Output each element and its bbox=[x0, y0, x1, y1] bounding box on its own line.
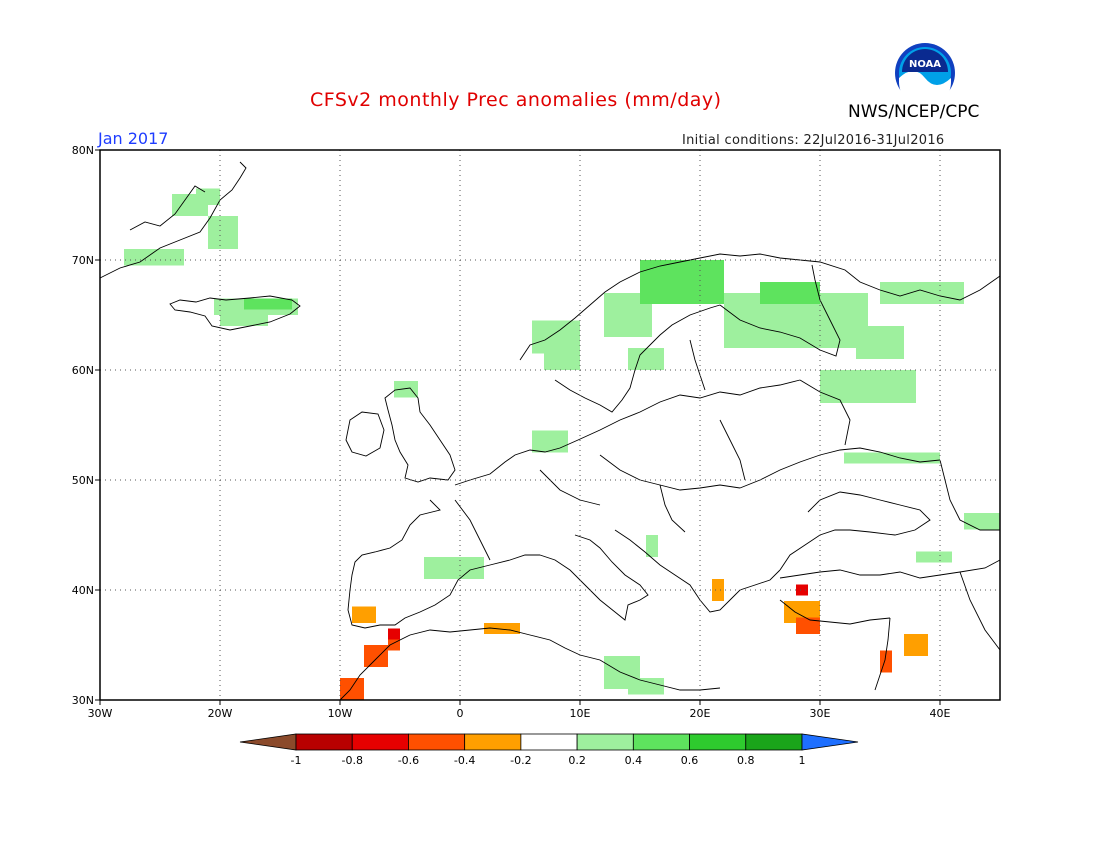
anomaly-cell bbox=[532, 430, 568, 453]
anomaly-cell bbox=[646, 535, 658, 557]
colorbar-label: 0.6 bbox=[681, 754, 699, 767]
anomaly-cell bbox=[220, 315, 268, 326]
lon-tick-label: 0 bbox=[457, 707, 464, 720]
map-frame bbox=[99, 149, 1001, 701]
colorbar-segment bbox=[295, 733, 353, 751]
lon-tick-label: 30W bbox=[88, 707, 113, 720]
colorbar-segment bbox=[520, 733, 578, 751]
anomaly-cell bbox=[700, 557, 724, 579]
anomaly-cell bbox=[628, 348, 664, 370]
lat-tick-label: 30N bbox=[72, 694, 94, 707]
anomaly-cell bbox=[376, 452, 388, 464]
anomaly-cell bbox=[640, 260, 724, 304]
anomaly-cell bbox=[712, 579, 724, 601]
anomaly-cell bbox=[844, 452, 940, 464]
coastlines bbox=[99, 161, 1001, 701]
colorbar-segment bbox=[632, 733, 690, 751]
anomaly-cell bbox=[124, 249, 184, 266]
anomaly-cell bbox=[196, 188, 220, 205]
colorbar-label: 0.4 bbox=[625, 754, 643, 767]
colorbar-segment bbox=[689, 733, 747, 751]
anomaly-cell bbox=[904, 606, 976, 629]
lon-tick-label: 20E bbox=[690, 707, 711, 720]
anomaly-cell bbox=[904, 634, 928, 656]
colorbar-label: -0.2 bbox=[510, 754, 531, 767]
lat-tick-label: 40N bbox=[72, 584, 94, 597]
lat-lon-grid bbox=[100, 150, 1000, 700]
colorbar-segment bbox=[745, 733, 803, 751]
initial-conditions: Initial conditions: 22Jul2016-31Jul2016 bbox=[682, 133, 945, 148]
anomaly-cell bbox=[820, 370, 916, 403]
anomaly-cell bbox=[700, 491, 748, 508]
lat-tick-label: 70N bbox=[72, 254, 94, 267]
colorbar-label: -0.4 bbox=[454, 754, 475, 767]
anomaly-cell bbox=[880, 282, 964, 304]
anomaly-cell bbox=[532, 320, 580, 354]
anomaly-cell bbox=[484, 623, 520, 634]
colorbar-arrow-high bbox=[801, 733, 859, 751]
colorbar-segment bbox=[464, 733, 522, 751]
anomaly-cell bbox=[460, 480, 472, 502]
colorbar: -1 -0.8 -0.6 -0.4 -0.2 0.2 0.4 0.6 0.8 1 bbox=[239, 733, 859, 767]
anomaly-cell bbox=[964, 513, 1000, 530]
axis-ticks: 30N 40N 50N 60N 70N 80N 30W 20W 10W 0 10E 20E 30E 40E bbox=[72, 144, 951, 720]
lat-tick-label: 60N bbox=[72, 364, 94, 377]
anomaly-cell bbox=[760, 282, 820, 304]
colorbar-segment bbox=[576, 733, 634, 751]
colorbar-label: 0.2 bbox=[568, 754, 586, 767]
anomaly-cell bbox=[208, 216, 238, 249]
lat-tick-label: 50N bbox=[72, 474, 94, 487]
anomaly-cells bbox=[124, 188, 1000, 700]
colorbar-label: -1 bbox=[291, 754, 302, 767]
anomaly-cell bbox=[916, 551, 952, 563]
anomaly-cell bbox=[244, 298, 292, 310]
anomaly-cell bbox=[796, 584, 808, 596]
colorbar-segment bbox=[408, 733, 466, 751]
anomaly-cell bbox=[556, 392, 592, 414]
anomaly-cell bbox=[544, 353, 580, 370]
map-title: CFSv2 monthly Prec anomalies (mm/day) bbox=[310, 89, 722, 111]
lon-tick-label: 30E bbox=[810, 707, 831, 720]
colorbar-label: -0.6 bbox=[398, 754, 419, 767]
agency-label: NWS/NCEP/CPC bbox=[848, 102, 980, 122]
anomaly-cell bbox=[424, 557, 484, 579]
lon-tick-label: 10W bbox=[328, 707, 353, 720]
anomaly-cell bbox=[388, 628, 400, 640]
anomaly-cell bbox=[790, 524, 802, 546]
colorbar-label: 0.8 bbox=[737, 754, 755, 767]
anomaly-cell bbox=[394, 381, 418, 398]
anomaly-cell bbox=[628, 573, 640, 585]
anomaly-cell bbox=[364, 645, 388, 667]
colorbar-arrow-low bbox=[239, 733, 297, 751]
anomaly-cell bbox=[856, 326, 904, 359]
anomaly-cell bbox=[352, 612, 448, 623]
lon-tick-label: 10E bbox=[570, 707, 591, 720]
colorbar-segment bbox=[351, 733, 409, 751]
anomaly-cell bbox=[352, 606, 376, 623]
lat-tick-label: 80N bbox=[72, 144, 94, 157]
colorbar-label: -0.8 bbox=[341, 754, 362, 767]
colorbar-label: 1 bbox=[799, 754, 806, 767]
forecast-period: Jan 2017 bbox=[98, 129, 169, 148]
anomaly-cell bbox=[628, 678, 664, 695]
noaa-logo: NOAA bbox=[895, 43, 955, 104]
anomaly-cell bbox=[592, 408, 616, 420]
noaa-logo-text: NOAA bbox=[909, 59, 941, 70]
anomaly-cell bbox=[796, 617, 820, 634]
lon-tick-label: 40E bbox=[930, 707, 951, 720]
lon-tick-label: 20W bbox=[208, 707, 233, 720]
